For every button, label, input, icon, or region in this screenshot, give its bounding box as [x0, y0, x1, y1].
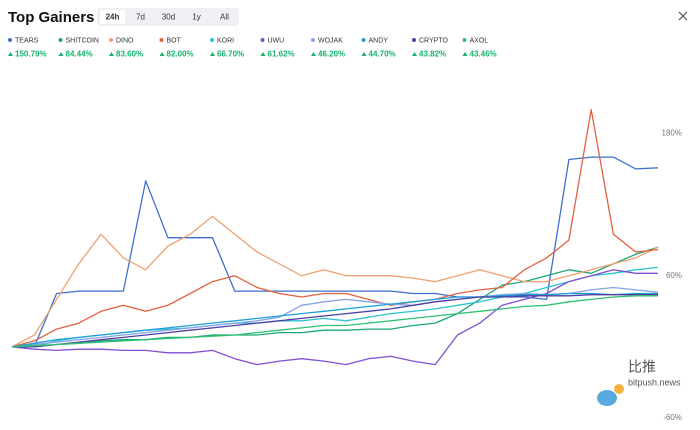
legend-swatch	[159, 38, 164, 42]
y-tick-label: -60%	[663, 413, 682, 422]
legend-change: 83.60%	[116, 50, 143, 59]
legend-change: 66.70%	[217, 50, 244, 59]
watermark-title: 比推	[628, 359, 656, 375]
up-arrow	[159, 52, 165, 56]
legend-swatch	[462, 38, 467, 42]
up-arrow	[361, 52, 367, 56]
legend-change: 44.70%	[369, 50, 396, 59]
series-line	[12, 294, 658, 348]
legend-change: 82.00%	[167, 50, 194, 59]
legend-name: SHITCOIN	[66, 37, 99, 44]
series-line	[12, 156, 659, 348]
series-line	[12, 266, 659, 348]
legend-name: UWU	[268, 37, 285, 44]
up-arrow	[412, 52, 417, 56]
legend-swatch	[58, 38, 63, 42]
up-arrow	[109, 52, 114, 56]
up-arrow	[260, 52, 266, 56]
close-icon[interactable]	[678, 11, 688, 21]
legend-name: AXOL	[470, 37, 489, 44]
legend-change: 46.20%	[318, 50, 345, 59]
legend-name: DINO	[116, 37, 134, 44]
page-title: Top Gainers	[8, 9, 94, 26]
legend-name: WOJAK	[318, 37, 343, 44]
tab[interactable]: 7d	[136, 13, 145, 22]
up-arrow	[210, 52, 215, 56]
tab[interactable]: 30d	[162, 13, 175, 22]
tab[interactable]: All	[220, 13, 229, 22]
legend-name: BOT	[167, 37, 182, 44]
series-line	[11, 269, 658, 366]
series-line	[11, 108, 659, 348]
up-arrow	[311, 52, 316, 56]
legend-change: 43.82%	[419, 50, 446, 59]
legend-swatch	[361, 38, 366, 42]
watermark-bird	[597, 384, 624, 406]
legend-swatch	[311, 38, 315, 42]
legend-swatch	[109, 38, 113, 42]
legend-change: 61.62%	[268, 50, 295, 59]
legend-name: ANDY	[369, 37, 389, 44]
series-line	[11, 295, 658, 348]
series-line	[12, 246, 659, 348]
up-arrow	[8, 52, 13, 56]
legend-change: 43.46%	[470, 50, 497, 59]
series-line	[11, 215, 659, 348]
tab[interactable]: 1y	[192, 13, 200, 22]
series-line	[11, 292, 658, 348]
tab[interactable]: 24h	[106, 13, 120, 22]
up-arrow	[58, 52, 64, 56]
legend-swatch	[210, 38, 214, 42]
legend-swatch	[412, 38, 416, 42]
up-arrow	[462, 52, 468, 56]
legend-swatch	[260, 38, 265, 42]
legend-change: 150.79%	[15, 50, 47, 59]
legend-swatch	[8, 38, 12, 42]
legend-name: TEARS	[15, 37, 39, 44]
legend-name: CRYPTO	[419, 37, 448, 44]
y-tick-label: 60%	[666, 271, 682, 280]
tab-active	[100, 10, 125, 24]
watermark-url: bitpush.news	[628, 377, 681, 387]
legend-change: 84.44%	[66, 50, 93, 59]
legend-name: KORI	[217, 37, 234, 44]
tab-group	[97, 8, 239, 26]
y-tick-label: 180%	[662, 128, 682, 137]
